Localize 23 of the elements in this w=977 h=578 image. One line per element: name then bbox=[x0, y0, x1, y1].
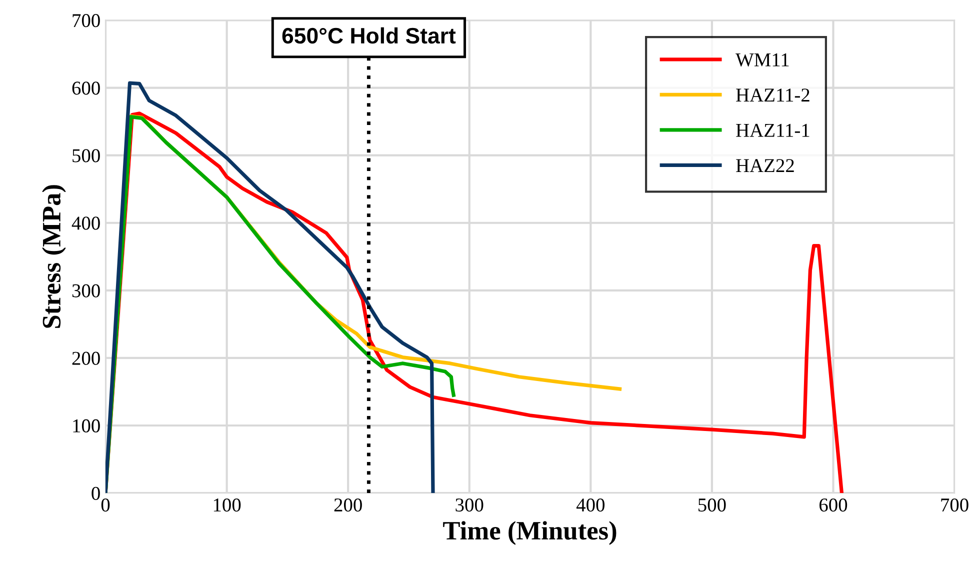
legend-label: HAZ22 bbox=[736, 159, 794, 172]
x-tick-label: 400 bbox=[576, 498, 605, 512]
y-tick-label: 300 bbox=[72, 284, 100, 298]
legend-label: WM11 bbox=[736, 53, 789, 67]
ref-line-label: 650°C Hold Start bbox=[282, 27, 456, 44]
x-tick-label: 300 bbox=[456, 498, 484, 512]
y-tick-label: 500 bbox=[72, 149, 100, 162]
y-tick-label: 0 bbox=[92, 486, 100, 500]
legend-label: HAZ11-2 bbox=[736, 88, 810, 102]
x-tick-label: 0 bbox=[101, 498, 110, 512]
x-tick-label: 700 bbox=[941, 498, 968, 512]
x-tick-label: 200 bbox=[334, 498, 362, 512]
y-axis-title: Stress (MPa) bbox=[42, 185, 66, 328]
x-tick-label: 600 bbox=[819, 498, 848, 512]
x-tick-label: 500 bbox=[698, 498, 726, 512]
y-tick-label: 700 bbox=[72, 14, 100, 28]
y-tick-label: 400 bbox=[72, 216, 100, 230]
y-tick-label: 100 bbox=[73, 419, 100, 432]
y-tick-label: 200 bbox=[72, 352, 100, 365]
x-axis-title: Time (Minutes) bbox=[443, 521, 616, 546]
x-tick-label: 100 bbox=[214, 498, 241, 512]
y-tick-label: 600 bbox=[72, 82, 100, 95]
legend-label: HAZ11-1 bbox=[736, 124, 810, 137]
